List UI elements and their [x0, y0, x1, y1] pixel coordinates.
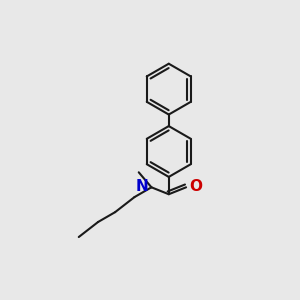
Text: O: O	[189, 178, 202, 194]
Text: N: N	[136, 178, 149, 194]
